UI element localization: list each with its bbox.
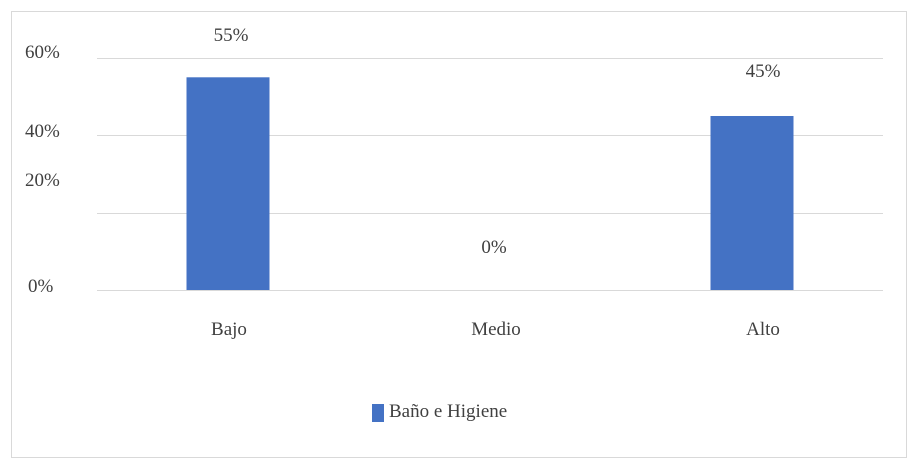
legend-swatch: [372, 404, 384, 422]
bars: [186, 77, 794, 290]
x-category-medio: Medio: [471, 319, 521, 340]
data-label-medio: 0%: [481, 237, 507, 258]
data-label-bajo: 55%: [214, 25, 249, 46]
x-category-bajo: Bajo: [211, 319, 247, 340]
data-label-alto: 45%: [746, 61, 781, 82]
y-tick-label-60: 60%: [25, 42, 60, 63]
legend-label: Baño e Higiene: [389, 401, 507, 422]
legend: Baño e Higiene: [372, 401, 507, 422]
bar-alto: [710, 116, 794, 290]
data-labels: 55% 0% 45%: [214, 25, 781, 258]
y-tick-label-0: 0%: [28, 276, 54, 297]
y-axis-ticks: 0% 20% 40% 60%: [25, 42, 60, 297]
bar-bajo: [186, 77, 270, 290]
x-axis-categories: Bajo Medio Alto: [211, 319, 780, 340]
x-category-alto: Alto: [746, 319, 780, 340]
y-tick-label-20: 20%: [25, 170, 60, 191]
y-tick-label-40: 40%: [25, 121, 60, 142]
